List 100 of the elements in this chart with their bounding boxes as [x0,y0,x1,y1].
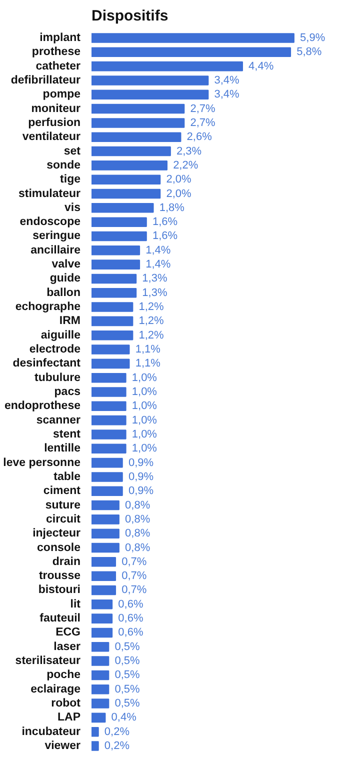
data-label: 1,2% [138,315,164,328]
bar [92,542,120,553]
data-label: 1,0% [132,414,158,426]
y-tick-label: pompe [42,88,81,101]
bar [92,90,209,100]
bar [92,146,171,156]
data-label: 1,0% [132,386,158,398]
y-tick-label: tige [60,174,81,186]
y-tick-label: viewer [44,740,82,752]
y-tick-label: robot [51,698,81,710]
y-tick-label: fauteuil [40,612,80,625]
bar [92,528,120,538]
data-label: 1,1% [135,344,161,356]
bar [92,203,154,213]
data-label: 3,4% [214,88,240,101]
data-label: 0,4% [111,712,137,724]
y-tick-label: tubulure [34,372,81,384]
bar [92,217,147,227]
bar [92,698,110,708]
bar [92,600,113,610]
y-tick-label: moniteur [31,102,82,115]
data-label: 0,7% [122,584,147,596]
bar [92,712,106,723]
data-label: 1,0% [132,400,158,412]
bar [92,188,161,199]
bar [92,656,110,666]
y-tick-label: console [37,542,81,554]
bar [92,47,292,58]
data-label: 0,2% [104,740,130,752]
y-tick-label: scanner [36,414,82,426]
bar [92,486,123,496]
y-tick-label: lit [70,598,81,610]
data-label: 2,3% [176,145,202,158]
y-tick-label: sterilisateur [15,655,82,668]
y-tick-label: laser [54,640,82,653]
y-tick-label: injecteur [32,528,82,540]
bar [92,274,137,284]
bar [92,472,123,482]
data-label: 1,3% [142,272,168,285]
y-tick-label: ancillaire [30,244,81,256]
bar [92,642,110,652]
y-tick-label: leve personne [3,456,81,469]
y-tick-label: trousse [38,570,81,582]
data-label: 1,6% [152,230,178,242]
y-tick-label: pacs [54,386,81,398]
data-label: 0,6% [118,598,144,610]
data-label: 1,2% [138,301,164,314]
data-label: 1,8% [159,202,185,214]
bar [92,670,110,680]
data-label: 1,0% [132,428,158,440]
bar [92,415,126,426]
y-tick-label: defibrillateur [10,74,82,86]
y-tick-label: IRM [59,315,81,328]
data-label: 0,6% [118,612,144,625]
bar [92,358,130,369]
bar [92,684,110,694]
y-tick-label: eclairage [30,683,81,696]
data-label: 0,7% [122,570,147,582]
data-label: 0,2% [104,726,130,738]
data-label: 0,8% [125,499,150,512]
data-label: 0,9% [128,470,154,483]
bar [92,76,209,86]
y-tick-label: suture [45,499,81,512]
bar [92,302,134,312]
bar [92,316,134,326]
y-tick-label: sonde [46,159,81,172]
bar [92,500,120,510]
bar [92,174,161,184]
y-tick-label: aiguille [40,329,81,342]
bar [92,401,126,412]
data-label: 0,5% [114,655,140,668]
bar [92,132,182,142]
y-tick-label: ciment [43,485,81,498]
y-tick-label: bistouri [38,584,81,596]
bar [92,741,99,751]
y-tick-label: desinfectant [12,358,81,370]
data-label: 1,4% [146,244,171,256]
data-label: 1,3% [142,286,168,299]
bar [92,246,140,256]
data-label: 0,5% [114,640,140,653]
chart-title: Dispositifs [92,8,168,24]
data-label: 0,5% [114,669,140,682]
data-label: 0,5% [114,683,140,696]
data-label: 2,0% [166,174,192,186]
y-tick-label: guide [50,272,81,285]
y-tick-label: echographe [15,301,81,314]
bar [92,614,113,624]
bar [92,430,126,440]
bar [92,387,126,397]
bar [92,514,120,524]
data-label: 0,9% [128,485,154,498]
y-tick-label: stimulateur [18,188,82,200]
bar [92,160,168,170]
data-label: 4,4% [248,60,274,72]
y-tick-label: ventilateur [22,131,82,144]
y-tick-label: stent [53,428,81,440]
y-tick-label: electrode [29,344,81,356]
data-label: 2,7% [190,102,216,115]
y-tick-label: valve [52,258,81,271]
data-label: 1,2% [138,329,164,342]
